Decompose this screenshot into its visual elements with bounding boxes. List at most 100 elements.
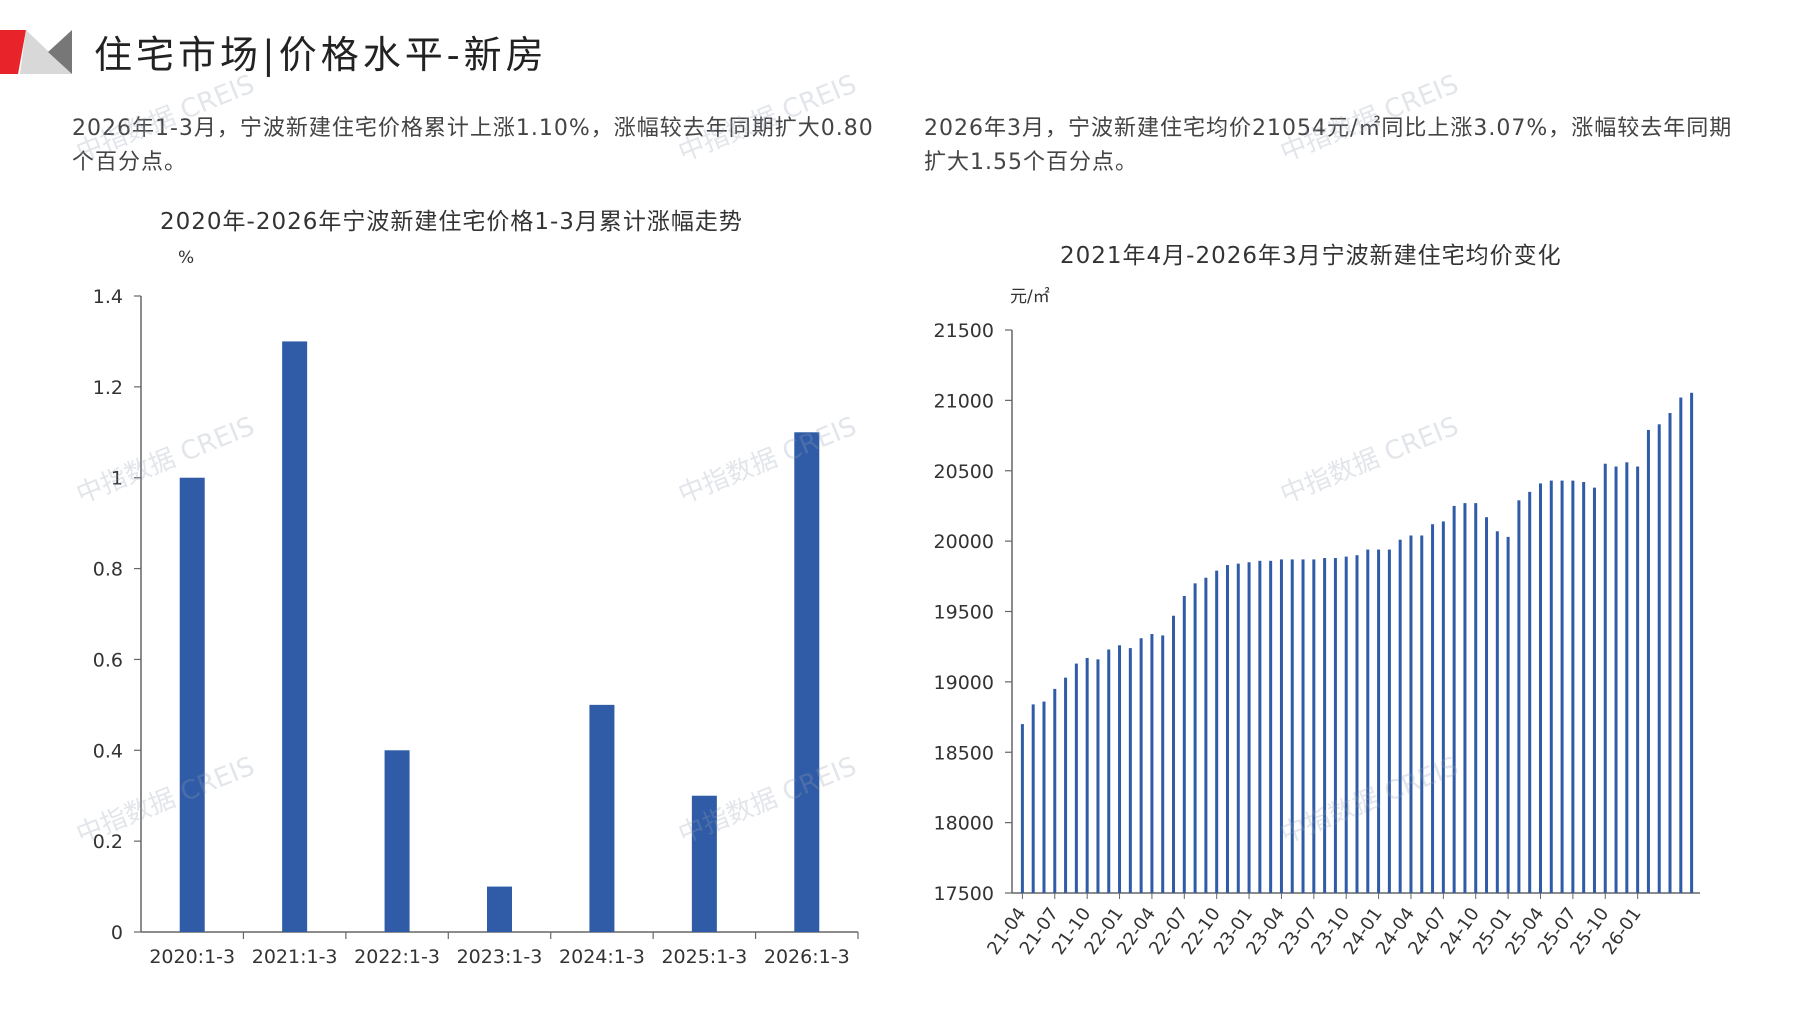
bar xyxy=(179,477,205,932)
bar xyxy=(1193,583,1197,893)
bar xyxy=(1474,503,1478,893)
y-tick-label: 21000 xyxy=(934,390,994,412)
bar xyxy=(1355,555,1359,893)
page-header: 住宅市场|价格水平-新房 xyxy=(0,22,700,82)
bar xyxy=(1420,535,1424,893)
bar xyxy=(1528,491,1532,893)
x-tick-label: 2022:1-3 xyxy=(354,946,440,968)
bar xyxy=(1225,565,1229,893)
bar xyxy=(1452,505,1456,893)
bar xyxy=(1290,559,1294,893)
bar xyxy=(1582,482,1586,893)
y-unit-left: % xyxy=(178,248,195,268)
x-tick-label: 2021:1-3 xyxy=(252,946,338,968)
bar xyxy=(1646,429,1650,893)
bar xyxy=(1236,563,1240,893)
x-tick-label: 2025:1-3 xyxy=(661,946,747,968)
bar xyxy=(1560,480,1564,893)
bar xyxy=(1247,562,1251,893)
bar xyxy=(1592,487,1596,893)
red-gray-chevron-icon xyxy=(0,30,72,74)
y-tick-label: 1.2 xyxy=(93,377,123,399)
bar xyxy=(384,750,410,932)
bar xyxy=(1074,663,1078,893)
y-tick-label: 18000 xyxy=(934,813,994,835)
bar xyxy=(1161,635,1165,893)
bar xyxy=(1333,558,1337,893)
bar xyxy=(1323,558,1327,893)
summary-left: 2026年1-3月，宁波新建住宅价格累计上涨1.10%，涨幅较去年同期扩大0.8… xyxy=(72,116,874,175)
chart-title-left: 2020年-2026年宁波新建住宅价格1-3月累计涨幅走势 xyxy=(160,209,743,235)
y-tick-label: 20500 xyxy=(934,461,994,483)
bar xyxy=(1366,549,1370,893)
x-tick-label: 2020:1-3 xyxy=(149,946,235,968)
bar xyxy=(1657,424,1661,893)
y-tick-label: 18500 xyxy=(934,742,994,764)
bar xyxy=(1614,466,1618,893)
bar xyxy=(1118,645,1122,893)
bar xyxy=(1377,549,1381,893)
y-tick-label: 0.2 xyxy=(93,831,123,853)
bar xyxy=(1312,559,1316,893)
bar xyxy=(1441,521,1445,893)
bar xyxy=(1042,701,1046,893)
bar xyxy=(1431,524,1435,893)
y-tick-label: 0 xyxy=(111,922,123,944)
bar xyxy=(1603,463,1607,893)
bar xyxy=(1172,615,1176,893)
bar xyxy=(1495,531,1499,893)
bar xyxy=(1463,503,1467,893)
bar xyxy=(1690,392,1694,893)
bar xyxy=(589,704,615,932)
x-tick-label: 2024:1-3 xyxy=(559,946,645,968)
bar xyxy=(794,432,820,932)
bar xyxy=(1301,559,1305,893)
bar xyxy=(691,795,717,932)
bar xyxy=(1517,500,1521,893)
bar xyxy=(1506,536,1510,893)
bar xyxy=(1258,560,1262,893)
bar xyxy=(1085,657,1089,893)
bar xyxy=(1571,480,1575,893)
bar xyxy=(1064,677,1068,893)
x-tick-label: 2023:1-3 xyxy=(457,946,543,968)
y-tick-label: 1.4 xyxy=(93,286,123,308)
y-tick-label: 0.8 xyxy=(93,559,123,581)
bar xyxy=(1269,560,1273,893)
y-tick-label: 1 xyxy=(111,468,123,490)
bar xyxy=(1182,596,1186,893)
bar xyxy=(1625,462,1629,893)
bar xyxy=(1668,413,1672,893)
page-title: 住宅市场|价格水平-新房 xyxy=(94,33,548,77)
bar xyxy=(1107,649,1111,893)
bar xyxy=(1636,466,1640,893)
chart-title-right: 2021年4月-2026年3月宁波新建住宅均价变化 xyxy=(1060,243,1562,269)
bar xyxy=(1150,634,1154,893)
bar xyxy=(1485,517,1489,893)
bar xyxy=(1215,570,1219,893)
bar xyxy=(282,341,308,932)
y-tick-label: 0.6 xyxy=(93,649,123,671)
bar xyxy=(1344,556,1348,893)
y-tick-label: 19500 xyxy=(934,602,994,624)
y-tick-label: 19000 xyxy=(934,672,994,694)
y-tick-label: 17500 xyxy=(934,883,994,905)
bar xyxy=(1053,688,1057,893)
bar xyxy=(1549,480,1553,893)
bar xyxy=(1031,704,1035,893)
bar xyxy=(1409,535,1413,893)
bar xyxy=(1279,559,1283,893)
y-unit-right: 元/㎡ xyxy=(1010,287,1050,307)
bar xyxy=(1020,724,1024,893)
y-tick-label: 0.4 xyxy=(93,740,123,762)
x-tick-label: 2026:1-3 xyxy=(764,946,850,968)
summary-right: 2026年3月，宁波新建住宅均价21054元/㎡同比上涨3.07%，涨幅较去年同… xyxy=(924,116,1733,175)
y-tick-label: 20000 xyxy=(934,531,994,553)
bar xyxy=(1096,659,1100,893)
bar xyxy=(1139,638,1143,893)
bar xyxy=(1204,577,1208,893)
bar xyxy=(1398,539,1402,893)
bar xyxy=(1387,549,1391,893)
